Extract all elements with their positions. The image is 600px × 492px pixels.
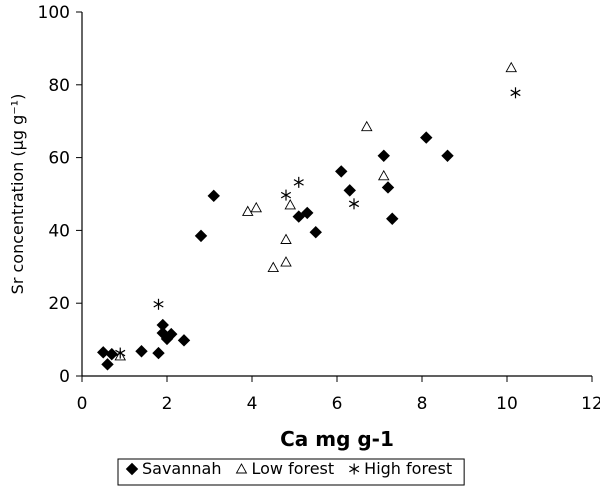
savannah-point — [165, 327, 178, 341]
legend-savannah-label: Savannah — [142, 459, 221, 478]
legend-low-forest-marker — [235, 463, 248, 474]
low-forest-point — [250, 201, 263, 213]
low-forest-point — [377, 169, 390, 181]
high-forest-point — [348, 198, 360, 210]
y-tick-label: 80 — [48, 76, 70, 96]
legend-low-forest-label: Low forest — [251, 459, 334, 478]
y-axis-title: Sr concentration (µg g⁻¹) — [8, 94, 27, 295]
high-forest-point — [153, 298, 164, 310]
legend-high-forest-label: High forest — [364, 459, 452, 478]
savannah-point — [135, 345, 148, 358]
data-points — [97, 61, 521, 371]
savannah-point — [381, 181, 395, 194]
savannah-point — [207, 189, 220, 203]
x-tick-label: 4 — [247, 394, 258, 414]
y-tick-label: 60 — [48, 149, 70, 169]
low-forest-point — [284, 198, 297, 210]
savannah-point — [386, 212, 399, 225]
x-tick-label: 0 — [77, 394, 88, 414]
legend: Savannah Low forest High forest — [117, 458, 465, 486]
savannah-point — [343, 184, 356, 197]
low-forest-point — [280, 256, 292, 267]
y-tick-label: 100 — [38, 3, 70, 23]
high-forest-point — [510, 87, 521, 99]
legend-high-forest-marker — [349, 463, 360, 475]
x-tick-label: 10 — [496, 394, 518, 414]
legend-box — [117, 458, 465, 486]
y-tick-label: 0 — [59, 367, 70, 387]
low-forest-point — [267, 261, 280, 272]
x-axis-title: Ca mg g-1 — [280, 427, 394, 451]
axes: 0 2 4 6 8 10 12 0 20 40 60 80 100 — [38, 3, 600, 414]
x-tick-label: 12 — [581, 394, 600, 414]
low-forest-point — [360, 120, 373, 132]
savannah-point — [301, 206, 314, 220]
low-forest-point — [505, 61, 518, 73]
savannah-point — [152, 346, 165, 360]
x-tick-label: 2 — [162, 394, 173, 414]
savannah-point — [377, 149, 390, 162]
high-forest-point — [293, 176, 304, 188]
savannah-point — [309, 226, 322, 239]
savannah-point — [194, 229, 208, 243]
legend-savannah-marker — [125, 462, 139, 476]
savannah-point — [105, 347, 118, 361]
y-tick-label: 20 — [48, 294, 70, 314]
savannah-point — [420, 131, 433, 144]
low-forest-point — [241, 205, 254, 216]
savannah-point — [335, 165, 348, 178]
low-forest-point — [280, 233, 292, 244]
y-tick-label: 40 — [48, 221, 70, 241]
high-forest-point — [280, 189, 292, 201]
savannah-point — [97, 346, 110, 359]
savannah-point — [177, 334, 191, 347]
x-tick-label: 6 — [332, 394, 343, 414]
savannah-point — [101, 358, 114, 371]
savannah-point — [441, 149, 454, 162]
x-tick-label: 8 — [417, 394, 428, 414]
high-forest-point — [115, 347, 126, 359]
savannah-point — [292, 210, 305, 223]
